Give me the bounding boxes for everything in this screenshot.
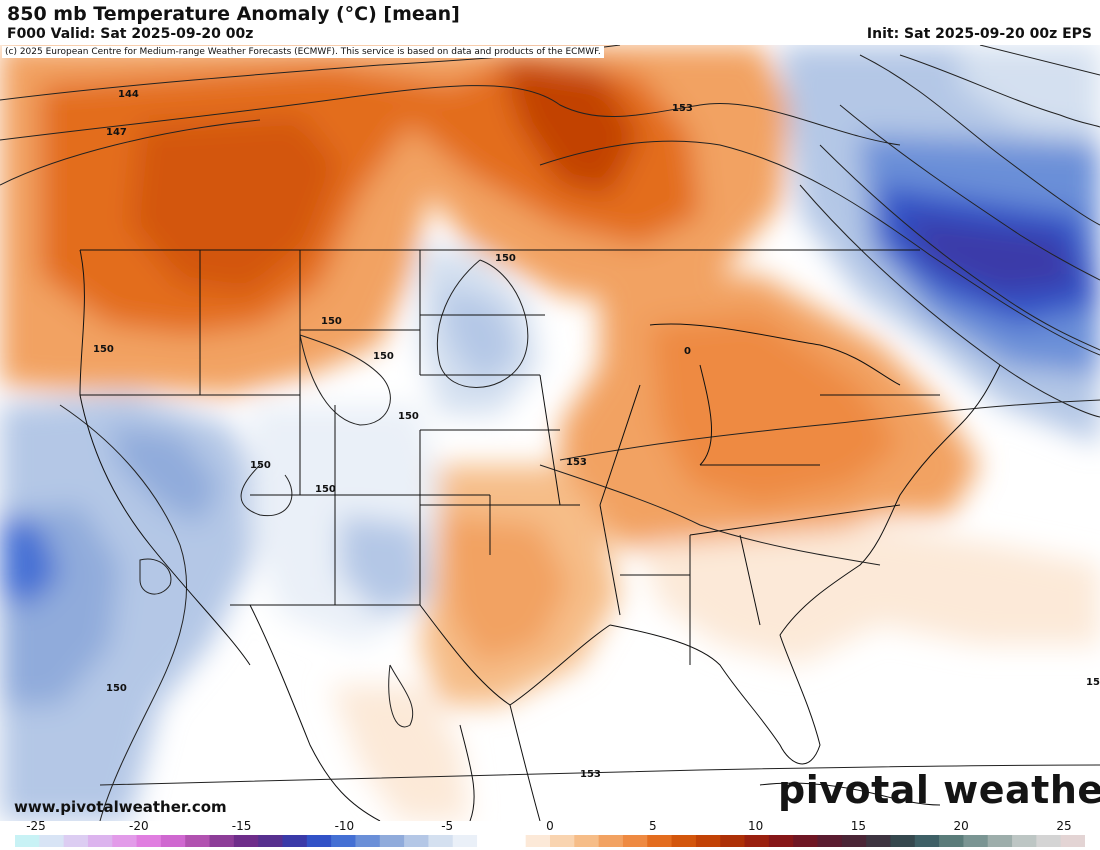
colorbar-swatch — [890, 835, 916, 847]
colorbar-tick-label: -5 — [441, 819, 454, 833]
colorbar-tick-label: -10 — [334, 819, 355, 833]
colorbar-swatch — [112, 835, 138, 847]
height-contours — [0, 45, 1100, 821]
colorbar-swatch — [939, 835, 964, 847]
contour-label: 150 — [93, 344, 114, 355]
colorbar-swatch — [136, 835, 162, 847]
colorbar-swatch — [1060, 835, 1085, 847]
colorbar-tick-label: 0 — [546, 819, 554, 833]
colorbar-swatch — [355, 835, 381, 847]
colorbar-tick-label: -15 — [231, 819, 252, 833]
colorbar-swatch — [258, 835, 283, 847]
colorbar-swatch — [622, 835, 648, 847]
contour-label: 150 — [495, 253, 516, 264]
contour-label: 147 — [106, 127, 127, 138]
colorbar-swatch — [379, 835, 405, 847]
colorbar — [15, 835, 1085, 847]
colorbar-swatch — [695, 835, 721, 847]
colorbar-swatch — [39, 835, 65, 847]
colorbar-swatch — [647, 835, 673, 847]
colorbar-swatch — [428, 835, 454, 847]
colorbar-swatch — [452, 835, 478, 847]
site-url-link[interactable]: www.pivotalweather.com — [14, 798, 227, 816]
colorbar-swatch — [282, 835, 308, 847]
colorbar-swatch — [841, 835, 867, 847]
colorbar-swatch — [331, 835, 356, 847]
colorbar-swatch — [87, 835, 113, 847]
colorbar-swatch — [306, 835, 332, 847]
brand-logo: pivotal weather — [778, 768, 1100, 812]
colorbar-swatch — [1012, 835, 1037, 847]
colorbar-swatch — [817, 835, 843, 847]
contour-label: 150 — [398, 411, 419, 422]
valid-time: F000 Valid: Sat 2025-09-20 00z — [7, 26, 254, 42]
contour-label: 150 — [373, 351, 394, 362]
colorbar-swatch — [574, 835, 600, 847]
colorbar-swatch — [987, 835, 1013, 847]
init-time: Init: Sat 2025-09-20 00z EPS — [866, 26, 1092, 42]
colorbar-swatch — [720, 835, 746, 847]
colorbar-tick-label: -25 — [26, 819, 46, 833]
colorbar-tick-row: -25 -20 -15 -10 -5 0 5 10 15 20 25 — [0, 819, 1100, 833]
colorbar-swatch — [63, 835, 89, 847]
colorbar-swatch — [671, 835, 697, 847]
colorbar-tick-label: 25 — [1056, 819, 1072, 833]
colorbar-swatch — [914, 835, 940, 847]
contour-label: 150 — [321, 316, 342, 327]
map-canvas: 144 147 153 150 150 150 150 150 150 150 … — [0, 45, 1100, 821]
colorbar-swatch — [15, 835, 40, 847]
map-title: 850 mb Temperature Anomaly (°C) [mean] — [7, 3, 460, 25]
anomaly-map: 144 147 153 150 150 150 150 150 150 150 … — [0, 45, 1100, 821]
colorbar-swatch — [793, 835, 818, 847]
colorbar-swatch — [233, 835, 259, 847]
contour-label: 153 — [566, 457, 587, 468]
colorbar-swatch — [160, 835, 186, 847]
colorbar-swatch — [598, 835, 624, 847]
political-borders — [79, 249, 1001, 821]
contour-label: 150 — [106, 683, 127, 694]
contour-label-group: 144 147 153 150 150 150 150 150 150 150 … — [93, 89, 1100, 780]
header-bar: 850 mb Temperature Anomaly (°C) [mean] F… — [0, 0, 1100, 46]
colorbar-swatch — [768, 835, 794, 847]
colorbar-swatch — [501, 835, 527, 847]
colorbar-swatch — [477, 835, 502, 847]
colorbar-tick-label: 15 — [850, 819, 867, 833]
colorbar-swatch — [209, 835, 235, 847]
colorbar-swatch — [550, 835, 575, 847]
colorbar-swatch — [404, 835, 429, 847]
contour-label: 150 — [250, 460, 271, 471]
colorbar-tick-label: 20 — [953, 819, 969, 833]
colorbar-swatch — [866, 835, 891, 847]
contour-label: 150 — [315, 484, 336, 495]
colorbar-swatch — [744, 835, 770, 847]
colorbar-swatch — [963, 835, 989, 847]
colorbar-tick-label: 5 — [648, 819, 657, 833]
colorbar-swatch — [525, 835, 551, 847]
contour-label: 150 — [1086, 677, 1100, 688]
contour-label: 153 — [580, 769, 601, 780]
contour-label: 153 — [672, 103, 693, 114]
contour-label: 0 — [684, 346, 691, 357]
contour-label: 144 — [118, 89, 139, 100]
colorbar-swatch — [1036, 835, 1062, 847]
colorbar-tick-label: -20 — [128, 819, 149, 833]
anomaly-field — [0, 45, 1100, 821]
colorbar-tick-label: 10 — [747, 819, 764, 833]
colorbar-swatch — [185, 835, 211, 847]
copyright-notice: (c) 2025 European Centre for Medium-rang… — [2, 46, 604, 58]
